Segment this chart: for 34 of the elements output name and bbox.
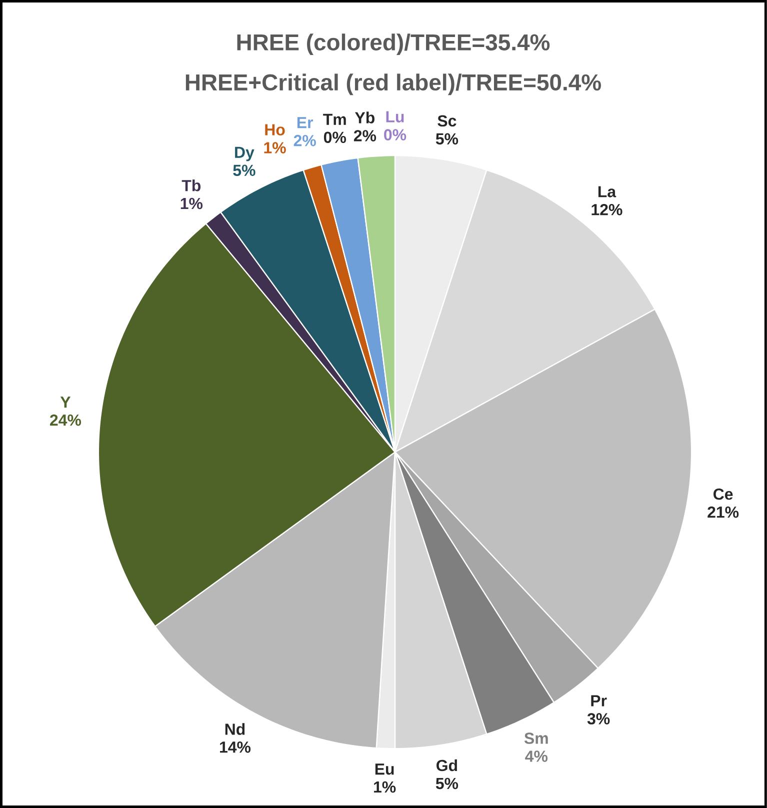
slice-label: Tb [182,180,201,192]
data-label: 4% [525,750,548,762]
text: 0% [384,129,406,140]
data-label: 5% [436,778,458,790]
category-label: Tm [323,114,346,125]
slice-label: Dy [235,146,254,162]
slice-label: La [598,186,616,198]
data-label: 2% [294,134,316,146]
text: 0% [324,132,346,143]
slice-label: Pr [591,695,607,706]
data-label: 3% [587,713,610,724]
slice-label: Yb [355,112,375,124]
slice-label: Y [60,396,71,408]
slice-label: Sc [438,115,456,127]
data-label: 5% [233,164,256,176]
slice-label: Er [297,117,314,128]
slice-label: Sm [524,732,548,744]
chart-subtitle: HREE+Critical (red label)/TREE=50.4% [186,74,601,96]
data-label: 1% [180,198,203,210]
chart-title: HREE (colored)/TREE=35.4% [237,34,550,56]
data-label: 1% [374,781,396,793]
slice-label: Ce [714,488,733,500]
category-label: Lu [386,111,404,122]
slice-label: Eu [375,764,394,775]
data-label: 21% [708,506,739,518]
data-label: 1% [264,142,286,154]
data-label: 12% [592,204,622,216]
slice-label: Nd [225,723,245,735]
data-label: 14% [220,742,251,753]
data-label: 5% [436,133,458,145]
slice-label: Gd [436,759,458,772]
data-label: 2% [354,130,376,142]
data-label: 24% [50,414,82,426]
slice-label: Ho [265,124,285,136]
